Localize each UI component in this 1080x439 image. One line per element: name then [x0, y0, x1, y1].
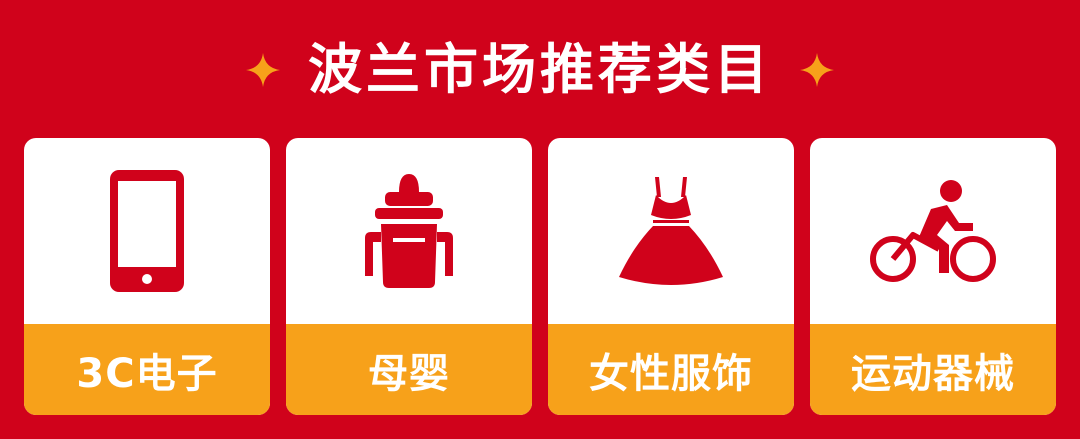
category-label-bar: 母婴: [286, 324, 532, 415]
category-card-sports[interactable]: 运动器械: [810, 138, 1056, 415]
category-label-bar: 3C电子: [24, 324, 270, 415]
sparkle-icon: [800, 53, 834, 87]
category-card-electronics[interactable]: 3C电子: [24, 138, 270, 415]
category-icon-area: [810, 138, 1056, 324]
page-title: 波兰市场推荐类目: [308, 38, 772, 101]
category-icon-area: [24, 138, 270, 324]
category-label-bar: 运动器械: [810, 324, 1056, 415]
category-icon-area: [548, 138, 794, 324]
baby-bottle-icon: [365, 174, 453, 288]
sparkle-icon: [246, 53, 280, 87]
header: 波兰市场推荐类目: [0, 28, 1080, 112]
category-label: 运动器械: [851, 350, 1015, 397]
category-card-womens-clothing[interactable]: 女性服饰: [548, 138, 794, 415]
category-label-bar: 女性服饰: [548, 324, 794, 415]
cyclist-icon: [870, 180, 996, 282]
dress-icon: [619, 177, 723, 285]
category-label: 母婴: [368, 350, 450, 397]
smartphone-icon: [110, 170, 184, 292]
category-card-baby[interactable]: 母婴: [286, 138, 532, 415]
category-icon-area: [286, 138, 532, 324]
category-label: 3C电子: [76, 350, 218, 397]
category-label: 女性服饰: [589, 350, 753, 397]
